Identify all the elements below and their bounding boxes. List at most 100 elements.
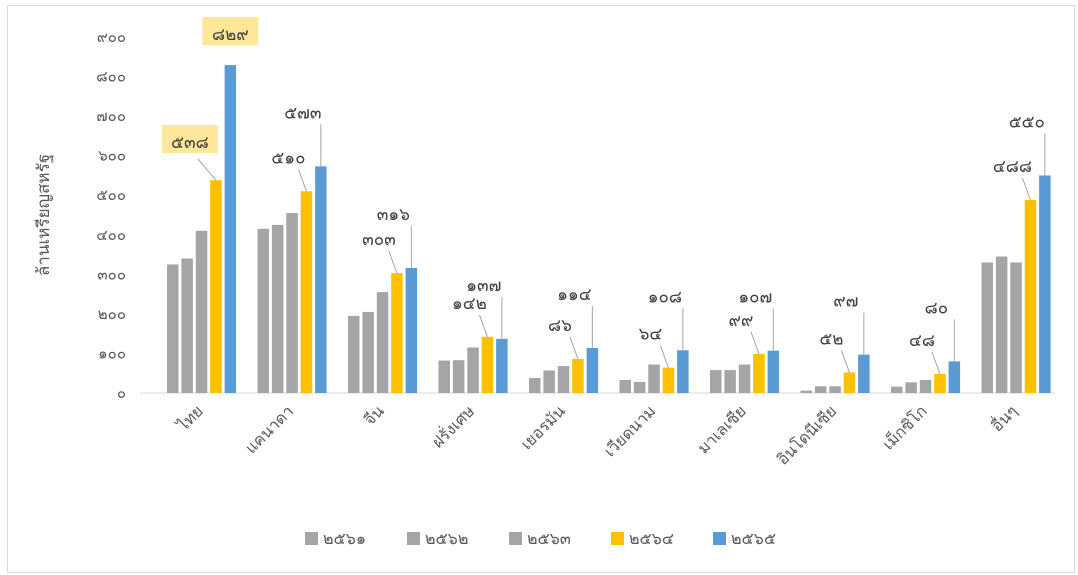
y-tick-label: ๔๐๐ [96, 226, 126, 244]
bar [891, 386, 903, 393]
bar [905, 382, 917, 393]
leader-line [931, 351, 941, 375]
bar [1039, 175, 1051, 393]
y-tick-label: ๖๐๐ [98, 147, 126, 165]
bar [405, 268, 418, 393]
bar [934, 374, 946, 393]
bar [543, 370, 555, 393]
bar [496, 338, 508, 393]
leader-line [659, 345, 669, 368]
leader-line [840, 350, 850, 373]
data-label: ๑๔๒ [452, 294, 487, 314]
legend-label: ๒๕๖๔ [629, 529, 674, 548]
legend-swatch [509, 532, 522, 545]
data-label: ๑๓๗ [466, 276, 501, 296]
category-label: มาเลเซีย [694, 401, 750, 457]
y-axis-label: ล้านเหรียญสหรัฐ [34, 154, 54, 276]
category-label: อินโดนีเซีย [773, 401, 840, 468]
bar [753, 353, 765, 393]
y-tick-label: ๑๐๐ [98, 344, 126, 362]
data-label: ๙๙ [728, 311, 753, 331]
data-label: ๘๖ [548, 316, 572, 336]
legend-label: ๒๕๖๒ [425, 529, 468, 548]
bar [167, 264, 179, 393]
legend-label: ๒๕๖๓ [527, 529, 571, 548]
data-label: ๑๑๔ [557, 285, 592, 305]
bar [195, 230, 208, 393]
bar [995, 256, 1008, 393]
bar [677, 350, 689, 393]
bar [800, 390, 812, 393]
data-label: ๑๐๘ [648, 287, 682, 307]
category-label: เวียดนาม [600, 401, 659, 460]
bar [376, 292, 389, 393]
data-label-box [202, 17, 259, 45]
legend-swatch [407, 532, 420, 545]
bar [948, 361, 961, 393]
bar [843, 372, 856, 393]
category-label: ฝรั่งเศษ [427, 400, 479, 452]
bar [919, 379, 932, 393]
bar [348, 315, 360, 393]
data-label: ๕๑๐ [271, 148, 305, 168]
data-label: ๙๗ [833, 292, 858, 312]
bar [633, 381, 646, 393]
bar [362, 311, 374, 393]
bar [767, 350, 780, 393]
legend-label: ๒๕๖๑ [323, 529, 366, 548]
leader-line [197, 158, 217, 181]
y-tick-label: ๓๐๐ [97, 265, 126, 283]
bar [271, 224, 284, 393]
bar [981, 262, 993, 393]
bar [572, 358, 584, 393]
bar [557, 366, 570, 393]
bar [481, 336, 494, 393]
data-label: ๘๐ [925, 298, 949, 318]
bar [438, 360, 450, 393]
legend-swatch [305, 532, 318, 545]
bar [710, 370, 722, 393]
data-label: ๘๒๙ [212, 25, 249, 45]
bar [181, 258, 193, 393]
y-tick-label: ๙๐๐ [97, 28, 126, 46]
bar [662, 367, 675, 393]
data-label: ๑๐๗ [738, 288, 772, 308]
bar [1010, 262, 1022, 393]
bar [724, 370, 736, 393]
bar [452, 360, 465, 393]
bar [586, 347, 599, 393]
bar [648, 364, 660, 393]
bar [467, 347, 479, 393]
y-tick-label: ๒๐๐ [98, 305, 126, 323]
bar [210, 180, 222, 393]
data-label: ๓๑๖ [377, 205, 410, 225]
bar [829, 386, 841, 393]
data-label: ๕๓๘ [171, 133, 209, 153]
legend-swatch [611, 532, 624, 545]
bar [224, 65, 237, 393]
data-label-box [161, 125, 218, 153]
data-label: ๔๘๘ [993, 157, 1032, 177]
bar [529, 377, 541, 393]
bar [300, 191, 313, 393]
data-label: ๖๔ [639, 325, 663, 345]
bar [315, 166, 327, 393]
bar [858, 354, 870, 393]
leader-line [1021, 177, 1031, 201]
category-label: เยอรมัน [517, 401, 569, 453]
leader-line [297, 169, 307, 192]
category-label: อื่นๆ [986, 400, 1021, 435]
legend-swatch [713, 532, 726, 545]
bar [257, 228, 269, 393]
bar [738, 364, 751, 393]
data-label: ๕๕๐ [1009, 112, 1045, 132]
bar [286, 213, 298, 393]
leader-line [388, 250, 398, 274]
data-label: ๓๐๓ [362, 230, 396, 250]
y-tick-label: ๕๐๐ [96, 186, 126, 204]
bar [814, 386, 827, 393]
y-tick-label: ๘๐๐ [96, 68, 126, 86]
data-label: ๕๗๓ [284, 103, 321, 123]
category-label: เม็กซิโก [878, 401, 931, 454]
category-label: แคนาดา [241, 401, 297, 457]
